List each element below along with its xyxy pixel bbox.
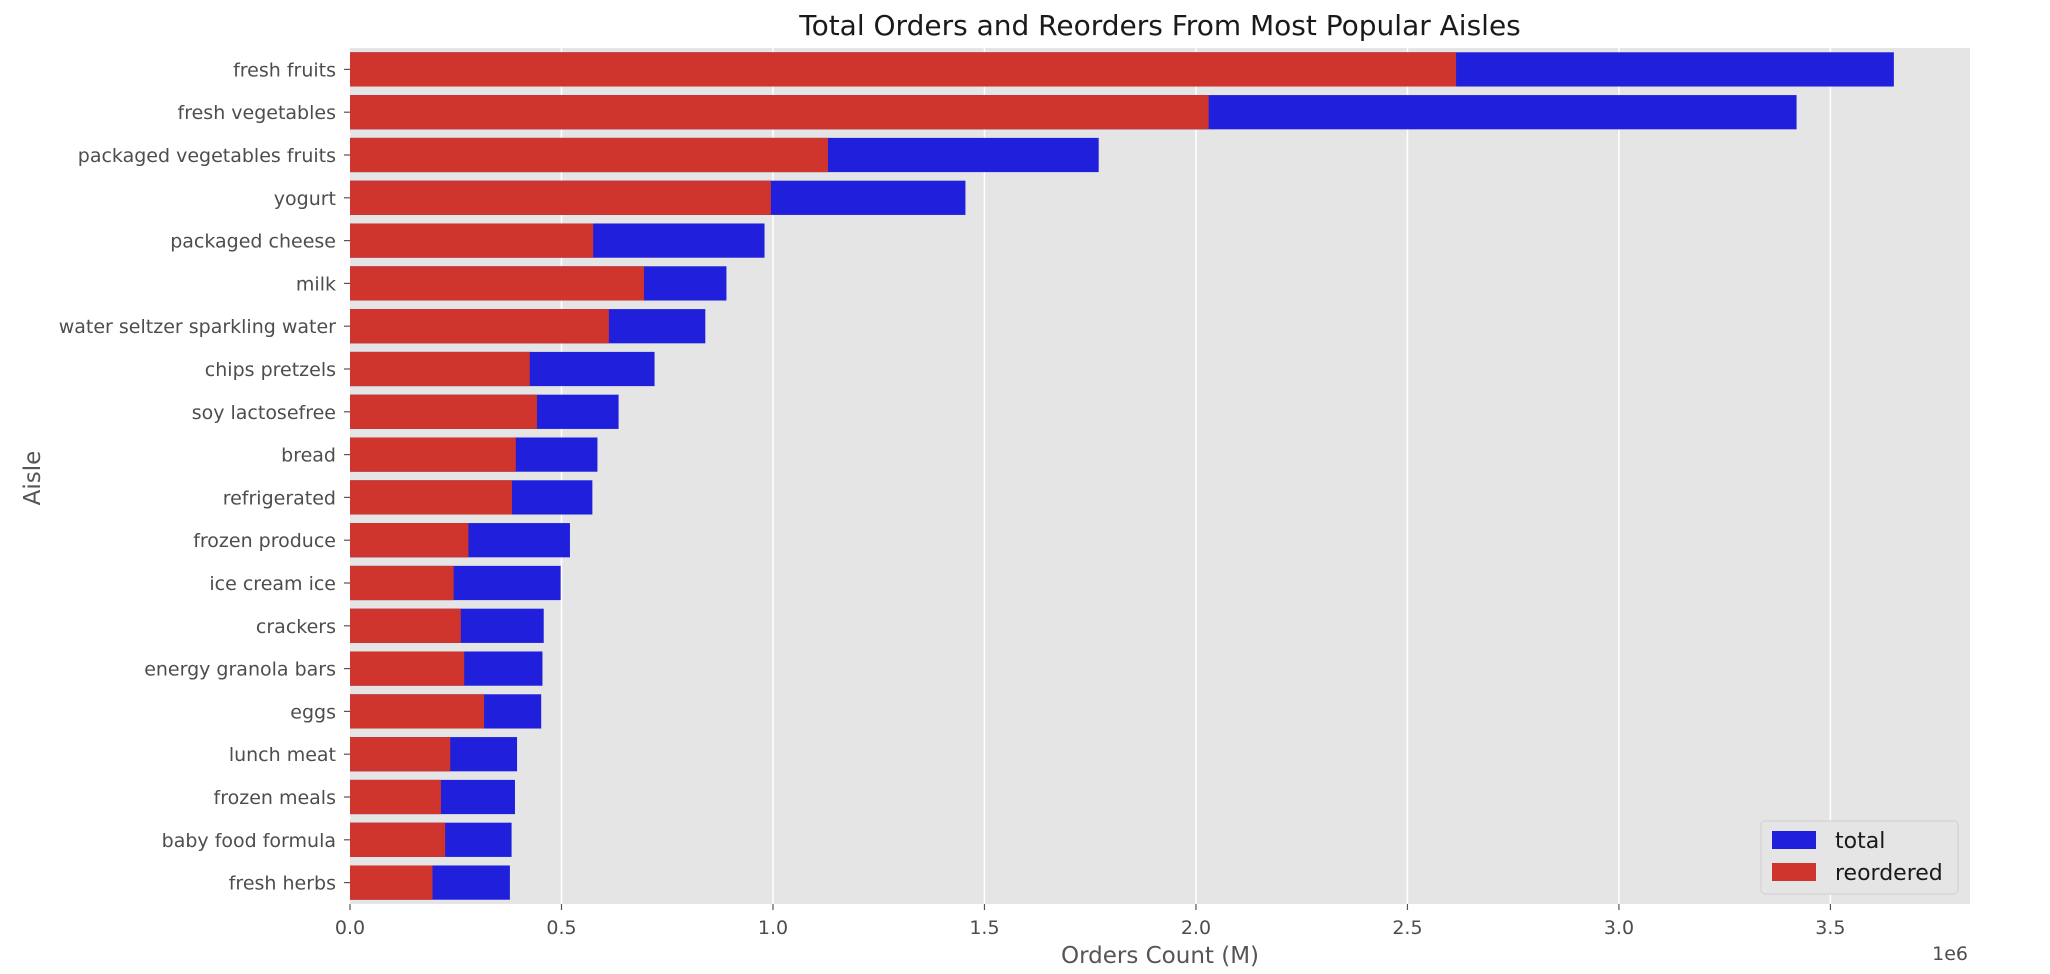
bar-reordered-refrigerated: [350, 480, 512, 515]
bar-reordered-soy-lactosefree: [350, 394, 537, 429]
x-axis-offset-label: 1e6: [1932, 943, 1968, 965]
bar-reordered-fresh-fruits: [350, 52, 1457, 87]
bar-reordered-water-seltzer-sparkling-water: [350, 309, 609, 344]
y-tick-label: baby food formula: [162, 830, 336, 852]
legend-label-total: total: [1835, 829, 1885, 854]
bar-reordered-packaged-vegetables-fruits: [350, 137, 828, 173]
x-tick-label: 3.5: [1815, 917, 1845, 939]
x-tick-label: 2.5: [1392, 917, 1422, 939]
bar-reordered-ice-cream-ice: [350, 565, 454, 601]
x-tick-label: 0.5: [546, 917, 576, 939]
y-tick-label: ice cream ice: [209, 573, 336, 595]
x-tick-label: 3.0: [1604, 917, 1634, 939]
bar-reordered-fresh-vegetables: [350, 95, 1209, 130]
bar-reordered-fresh-herbs: [350, 865, 433, 900]
bar-reordered-eggs: [350, 694, 485, 729]
y-tick-label: bread: [281, 445, 336, 467]
x-tick-label: 1.0: [758, 917, 788, 939]
bar-reordered-bread: [350, 437, 516, 472]
y-tick-label: packaged cheese: [170, 231, 336, 253]
y-tick-label: frozen meals: [214, 787, 336, 809]
bar-reordered-frozen-produce: [350, 523, 469, 558]
y-tick-label: refrigerated: [223, 487, 336, 509]
x-tick-label: 2.0: [1181, 917, 1211, 939]
legend-swatch-total: [1772, 831, 1816, 849]
y-tick-label: packaged vegetables fruits: [78, 145, 336, 167]
bar-reordered-baby-food-formula: [350, 822, 446, 857]
y-tick-label: frozen produce: [193, 530, 336, 552]
y-tick-label: soy lactosefree: [192, 402, 336, 424]
legend-swatch-reordered: [1772, 863, 1816, 881]
legend-label-reordered: reordered: [1835, 861, 1943, 886]
bars: [350, 52, 1894, 900]
y-tick-label: fresh vegetables: [178, 102, 336, 124]
bar-reordered-yogurt: [350, 180, 771, 215]
bar-reordered-chips-pretzels: [350, 351, 530, 387]
x-tick-label: 0.0: [335, 917, 365, 939]
bar-reordered-energy-granola-bars: [350, 651, 465, 686]
plot-background: [350, 48, 1970, 904]
y-axis-ticks: fresh fruits fresh vegetables packaged veg…: [59, 59, 350, 895]
y-axis-label: Aisle: [20, 451, 46, 506]
bar-reordered-lunch-meat: [350, 737, 451, 772]
y-tick-label: energy granola bars: [144, 659, 336, 681]
y-tick-label: milk: [296, 273, 336, 295]
y-tick-label: chips pretzels: [205, 359, 336, 381]
y-tick-label: yogurt: [274, 188, 336, 210]
legend: total reordered: [1760, 820, 1959, 895]
x-tick-label: 1.5: [969, 917, 999, 939]
y-tick-label: fresh herbs: [229, 873, 336, 895]
bar-reordered-frozen-meals: [350, 779, 441, 815]
y-tick-label: eggs: [290, 701, 336, 723]
y-tick-label: crackers: [256, 616, 336, 638]
chart-title: Total Orders and Reorders From Most Popu…: [798, 9, 1521, 42]
y-tick-label: water seltzer sparkling water: [59, 316, 336, 338]
x-axis-ticks: 0.0 0.5 1.0 1.5 2.0 2.5 3.0 3.5: [335, 904, 1846, 939]
y-tick-label: lunch meat: [229, 744, 336, 766]
bar-reordered-milk: [350, 266, 644, 301]
y-tick-label: fresh fruits: [233, 59, 336, 81]
bar-reordered-crackers: [350, 608, 461, 643]
bar-reordered-packaged-cheese: [350, 223, 594, 258]
x-axis-label: Orders Count (M): [1061, 943, 1259, 969]
